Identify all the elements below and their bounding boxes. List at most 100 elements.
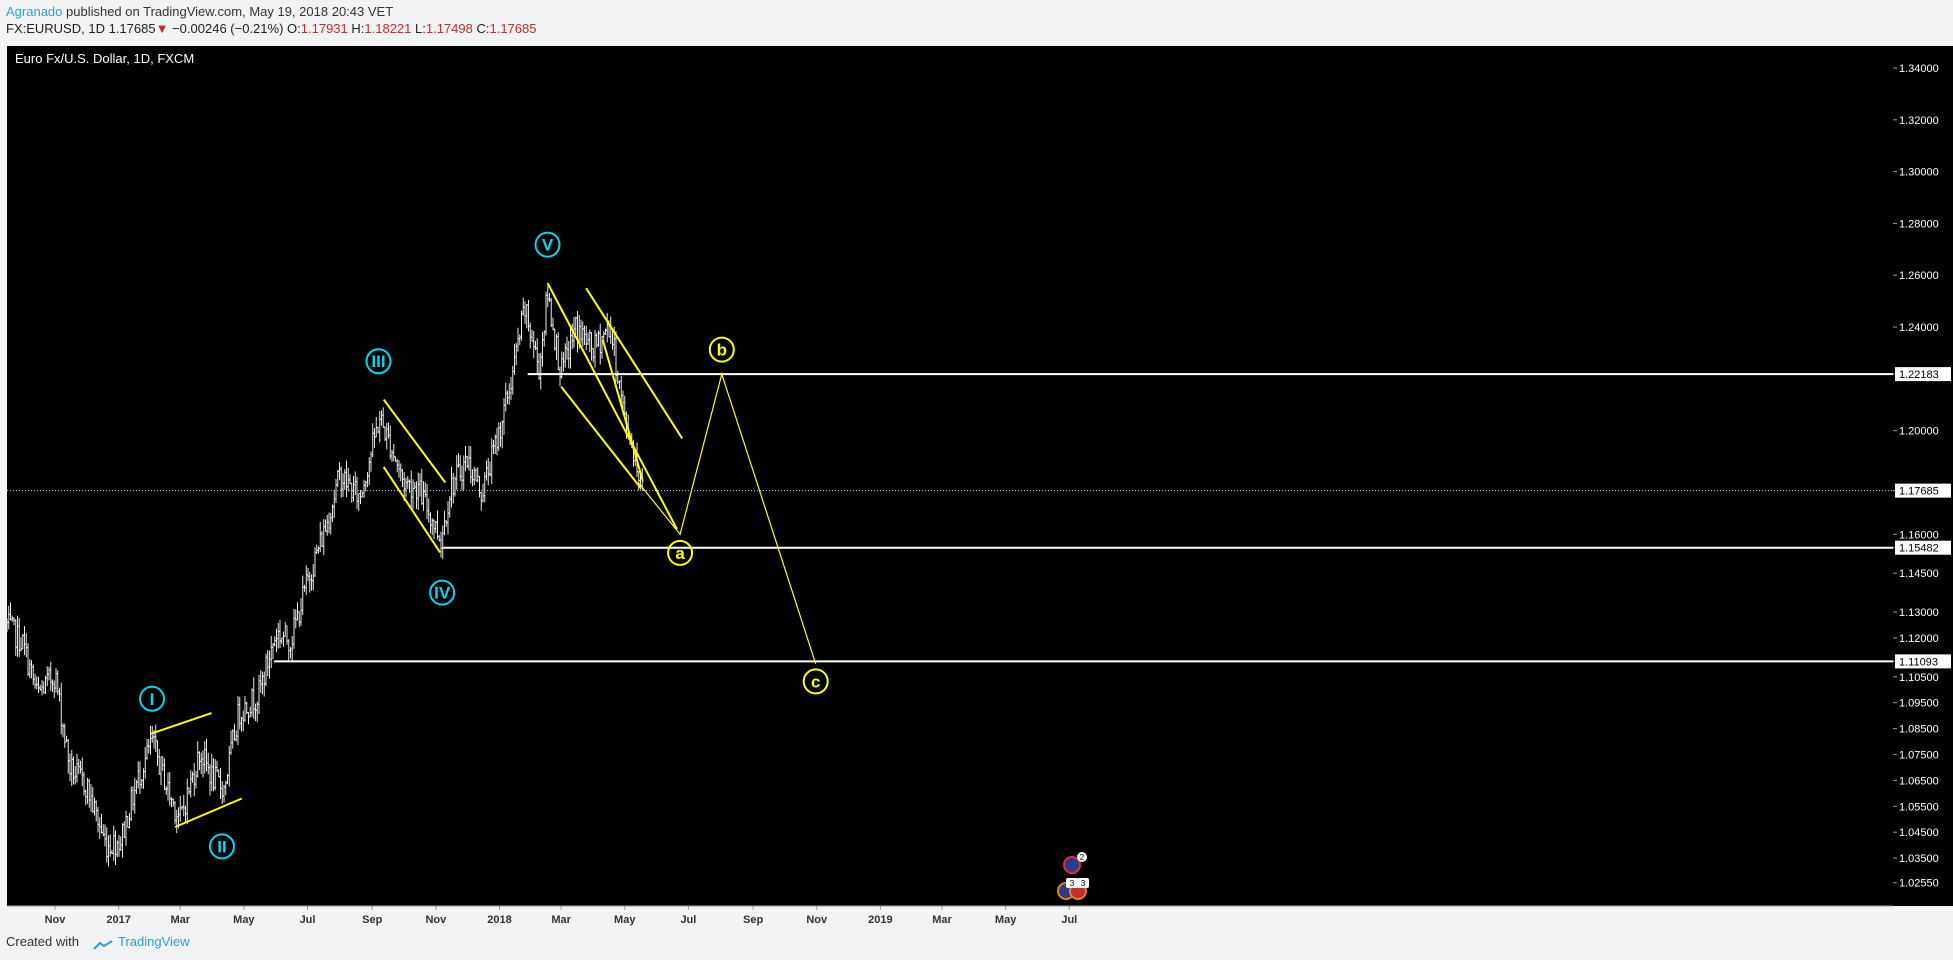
price-change: −0.00246 (−0.21%) — [172, 21, 284, 36]
price-chart[interactable]: Euro Fx/U.S. Dollar, 1D, FXCM IIIIIIIVVa… — [5, 46, 1953, 938]
time-tick-label: 2017 — [106, 914, 130, 926]
event-flag-icon[interactable] — [1063, 856, 1081, 874]
time-tick-label: Sep — [743, 914, 763, 926]
time-tick-label: Mar — [551, 914, 571, 926]
trend-channel-line[interactable] — [382, 466, 441, 553]
time-tick-label: Nov — [425, 914, 447, 926]
symbol-label: FX:EURUSD, 1D — [6, 21, 105, 36]
price-tick-label: 1.20000 — [1899, 426, 1939, 438]
publish-header: Agranado published on TradingView.com, M… — [0, 0, 1953, 46]
wave-label-circle[interactable] — [139, 685, 166, 712]
wave-label-circle[interactable] — [208, 833, 235, 860]
price-tick-label: 1.16000 — [1899, 529, 1939, 541]
close-label: C: — [476, 21, 490, 36]
wave-label-circle[interactable] — [365, 348, 392, 375]
low-label: L: — [415, 21, 426, 36]
published-text: published on TradingView.com, May 19, 20… — [62, 4, 394, 19]
high-label: H: — [351, 21, 365, 36]
close-value: 1.17685 — [489, 21, 537, 36]
trend-channel-line[interactable] — [150, 712, 212, 735]
time-tick-label: Jul — [300, 914, 316, 926]
price-tick-label: 1.26000 — [1899, 270, 1939, 282]
price-tick-label: 1.13000 — [1899, 607, 1939, 619]
time-tick-label: Nov — [806, 914, 828, 926]
wave-label: IV — [434, 584, 451, 603]
price-tick-label: 1.28000 — [1899, 218, 1939, 230]
last-price: 1.17685 — [108, 21, 156, 36]
projection-path[interactable] — [637, 372, 817, 664]
event-count-badge — [1077, 852, 1087, 862]
trend-channel-line[interactable] — [601, 339, 644, 481]
price-tag-label: 1.11093 — [1899, 656, 1938, 668]
price-tick-label: 1.04500 — [1899, 827, 1939, 839]
projection-label-circle[interactable] — [667, 539, 694, 566]
price-tag-label: 1.15482 — [1899, 543, 1939, 555]
time-tick-label: Nov — [45, 914, 67, 926]
price-tick-label: 1.14500 — [1899, 568, 1939, 580]
event-count-badge — [1066, 878, 1078, 888]
time-axis[interactable] — [7, 906, 1953, 938]
price-tick-label: 1.32000 — [1899, 115, 1939, 127]
price-tick-label: 1.08500 — [1899, 724, 1939, 736]
price-tick-label: 1.05500 — [1899, 801, 1939, 813]
ohlc-legend: FX:EURUSD, 1D 1.17685▼ −0.00246 (−0.21%)… — [6, 21, 536, 36]
price-tick-label: 1.03500 — [1899, 853, 1939, 865]
wave-label: V — [542, 236, 554, 255]
price-tag-box — [1895, 654, 1951, 669]
price-axis[interactable] — [1893, 46, 1953, 906]
price-tick-label: 1.34000 — [1899, 63, 1939, 75]
price-tag-box — [1895, 483, 1951, 498]
time-tick-label: Mar — [932, 914, 952, 926]
price-tick-label: 1.06500 — [1899, 775, 1939, 787]
trend-channel-line[interactable] — [585, 287, 683, 439]
open-label: O: — [287, 21, 301, 36]
price-tag-box — [1895, 367, 1951, 382]
time-tick-label: 2019 — [868, 914, 892, 926]
time-tick-label: Mar — [170, 914, 190, 926]
chart-title: Euro Fx/U.S. Dollar, 1D, FXCM — [15, 51, 194, 66]
time-tick-label: Sep — [362, 914, 382, 926]
time-tick-label: May — [233, 914, 255, 926]
down-arrow-icon: ▼ — [155, 21, 169, 36]
footer: Created with TradingView — [6, 934, 190, 950]
price-tick-label: 1.10500 — [1899, 672, 1939, 684]
low-value: 1.17498 — [425, 21, 473, 36]
price-tag-label: 1.22183 — [1899, 369, 1939, 381]
trend-channel-line[interactable] — [382, 398, 447, 484]
created-with-text: Created with — [6, 934, 79, 949]
time-tick-label: May — [995, 914, 1017, 926]
open-value: 1.17931 — [300, 21, 348, 36]
wave-label: I — [150, 690, 155, 709]
time-tick-label: Jul — [1061, 914, 1077, 926]
event-count-badge — [1077, 878, 1089, 888]
time-tick-label: Jul — [680, 914, 696, 926]
price-tick-label: 1.09500 — [1899, 698, 1939, 710]
projection-label: b — [717, 341, 727, 360]
price-tag-label: 1.17685 — [1899, 486, 1939, 498]
event-count-label: 3 — [1070, 879, 1075, 888]
tradingview-link[interactable]: TradingView — [118, 934, 190, 949]
time-tick-label: May — [614, 914, 636, 926]
wave-label: III — [371, 352, 385, 371]
wave-label-circle[interactable] — [429, 579, 456, 606]
plot-area[interactable] — [7, 46, 1893, 906]
author-link[interactable]: Agranado — [6, 4, 63, 19]
price-tick-label: 1.07500 — [1899, 749, 1939, 761]
high-value: 1.18221 — [364, 21, 412, 36]
projection-label: c — [811, 672, 820, 691]
price-tick-label: 1.12000 — [1899, 633, 1939, 645]
wave-label-circle[interactable] — [534, 231, 561, 258]
tradingview-logo-icon[interactable] — [92, 938, 113, 950]
time-tick-label: 2018 — [487, 914, 511, 926]
event-count-label: 3 — [1081, 879, 1086, 888]
trend-channel-line[interactable] — [546, 282, 678, 530]
projection-label-circle[interactable] — [708, 336, 735, 363]
trend-channel-line[interactable] — [174, 797, 243, 828]
projection-label: a — [675, 544, 685, 563]
trend-channel-line[interactable] — [560, 386, 642, 489]
price-tick-label: 1.24000 — [1899, 322, 1939, 334]
wave-label: II — [217, 837, 226, 856]
projection-label-circle[interactable] — [802, 668, 829, 695]
event-count-label: 2 — [1080, 853, 1085, 862]
